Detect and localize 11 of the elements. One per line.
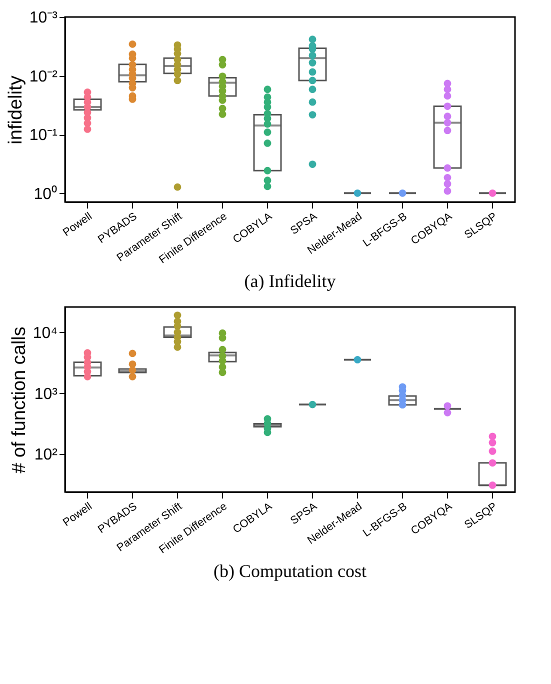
y-tick-label: 10⁰ xyxy=(34,184,58,203)
text: (a) Infidelity xyxy=(244,270,336,291)
y-tick-label: 10⁻¹ xyxy=(29,127,58,144)
y-tick-label: 10³ xyxy=(34,386,58,403)
y-tick-label: 10⁻³ xyxy=(29,10,58,26)
y-tick-label: 10⁻² xyxy=(29,68,58,86)
y-axis-title: # of function calls xyxy=(8,326,30,474)
y-tick-label: 10² xyxy=(34,446,58,464)
y-tick-label: 10⁴ xyxy=(32,324,58,342)
y-axis-title: infidelity xyxy=(5,75,26,144)
text: (b) Computation cost xyxy=(214,560,366,581)
